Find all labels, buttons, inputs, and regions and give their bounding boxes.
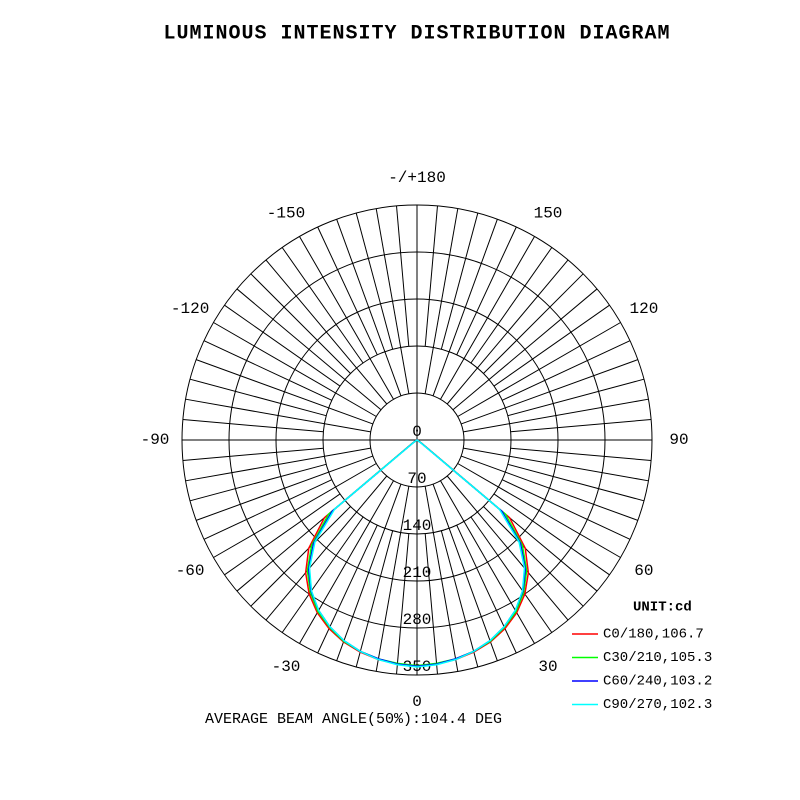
grid-circle [228,251,606,629]
spoke [501,479,631,540]
spoke [470,516,553,633]
spoke [424,533,438,675]
spoke [440,530,479,668]
radial-tick-label: 140 [403,517,432,535]
grid-circle [369,392,465,488]
legend-label: C30/210,105.3 [603,650,712,666]
angle-tick-label: -/+180 [388,169,446,187]
spoke [250,273,351,374]
spoke [189,463,327,502]
spoke [483,506,584,607]
spoke [250,506,351,607]
spoke [483,273,584,374]
spoke [456,226,517,356]
spoke [440,212,479,350]
spoke [182,447,324,461]
spoke [510,419,652,433]
spoke [456,524,517,654]
legend-label: C90/270,102.3 [603,697,712,713]
spoke [507,463,645,502]
spoke [317,524,378,654]
grid-circle [322,345,512,535]
angle-tick-label: 60 [634,562,653,580]
spoke [224,304,341,387]
spoke [355,212,394,350]
grid-circle [181,204,653,676]
spoke [507,378,645,417]
spoke [182,419,324,433]
legend-label: C0/180,106.7 [603,627,704,643]
spoke [355,530,394,668]
angle-tick-label: 0 [412,693,422,711]
spoke [281,516,364,633]
spoke [203,479,333,540]
legend-label: C60/240,103.2 [603,674,712,690]
angle-tick-label: -120 [171,300,209,318]
spoke [281,247,364,364]
spoke [501,340,631,401]
grid-circle [275,298,559,582]
angle-tick-label: -90 [141,431,170,449]
spoke [396,205,410,347]
spoke [424,205,438,347]
angle-tick-label: -60 [176,562,205,580]
angle-tick-label: 150 [534,204,563,222]
spoke [493,304,610,387]
radial-tick-label: 0 [412,423,422,441]
radial-tick-label: 280 [403,611,432,629]
spoke [224,493,341,576]
spoke [189,378,327,417]
spoke [510,447,652,461]
angle-tick-label: -150 [267,204,305,222]
annotation: AVERAGE BEAM ANGLE(50%):104.4 DEG [205,711,502,728]
unit-label: UNIT:cd [633,600,692,616]
angle-tick-label: 30 [538,658,557,676]
radial-tick-label: 70 [407,470,426,488]
radial-tick-label: 210 [403,564,432,582]
spoke [470,247,553,364]
spoke [396,533,410,675]
angle-tick-label: 90 [669,431,688,449]
angle-tick-label: 120 [629,300,658,318]
chart-title: LUMINOUS INTENSITY DISTRIBUTION DIAGRAM [163,22,670,45]
spoke [203,340,333,401]
curve [308,439,526,668]
spoke [317,226,378,356]
spoke [493,493,610,576]
angle-tick-label: -30 [272,658,301,676]
